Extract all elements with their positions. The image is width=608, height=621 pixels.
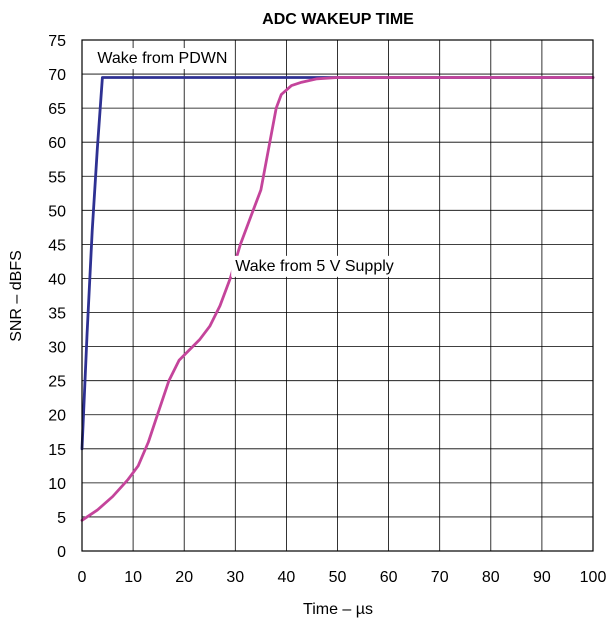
x-tick-label: 10 xyxy=(124,569,142,586)
x-tick-label: 80 xyxy=(482,569,500,586)
y-axis-label: SNR – dBFS xyxy=(8,250,25,342)
series-label-text: Wake from PDWN xyxy=(97,50,227,67)
y-tick-label: 5 xyxy=(57,510,66,527)
label-background xyxy=(93,48,232,70)
y-tick-label: 35 xyxy=(48,306,66,323)
x-tick-label: 0 xyxy=(78,569,87,586)
annotations: Wake from PDWN Wake from 5 V Supply xyxy=(93,48,398,277)
label-background xyxy=(231,255,398,277)
series-label-2: Wake from 5 V Supply xyxy=(231,255,398,277)
x-tick-label: 100 xyxy=(580,569,607,586)
y-tick-label: 20 xyxy=(48,408,66,425)
y-tick-label: 70 xyxy=(48,67,66,84)
y-tick-label: 40 xyxy=(48,271,66,288)
chart-title: ADC WAKEUP TIME xyxy=(262,11,414,28)
y-tick-labels: 0 5 10 15 20 25 30 35 40 45 50 55 60 65 70 75 xyxy=(48,33,66,561)
y-tick-label: 60 xyxy=(48,135,66,152)
y-tick-label: 30 xyxy=(48,340,66,357)
y-tick-label: 25 xyxy=(48,374,66,391)
series-line-1 xyxy=(80,76,595,451)
x-tick-label: 50 xyxy=(329,569,347,586)
x-tick-labels: 0 10 20 30 40 50 60 70 80 90 100 xyxy=(78,569,607,586)
y-tick-label: 75 xyxy=(48,33,66,50)
x-tick-label: 30 xyxy=(226,569,244,586)
x-tick-label: 70 xyxy=(431,569,449,586)
x-tick-label: 40 xyxy=(278,569,296,586)
y-tick-label: 65 xyxy=(48,101,66,118)
y-tick-label: 50 xyxy=(48,203,66,220)
plot-frame xyxy=(81,39,594,552)
series-label-1: Wake from PDWN xyxy=(93,48,232,70)
x-axis-label: Time – µs xyxy=(303,601,373,618)
y-tick-label: 10 xyxy=(48,476,66,493)
series-layer xyxy=(80,76,595,522)
x-tick-label: 20 xyxy=(175,569,193,586)
series-line-2 xyxy=(80,76,595,522)
y-tick-label: 0 xyxy=(57,544,66,561)
x-tick-label: 90 xyxy=(533,569,551,586)
y-tick-label: 55 xyxy=(48,169,66,186)
grid xyxy=(81,39,594,552)
y-tick-label: 45 xyxy=(48,237,66,254)
x-tick-label: 60 xyxy=(380,569,398,586)
y-tick-label: 15 xyxy=(48,442,66,459)
series-label-text: Wake from 5 V Supply xyxy=(235,258,394,275)
